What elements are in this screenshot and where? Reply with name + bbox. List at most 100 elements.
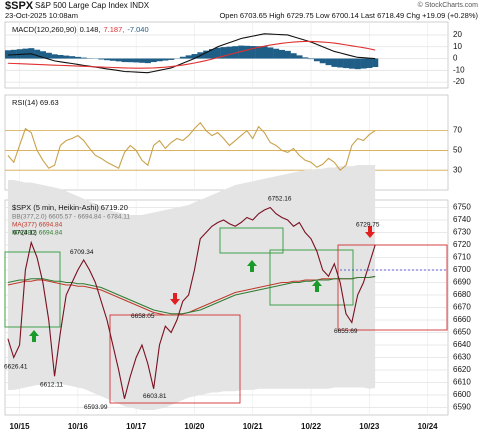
histogram-bar (313, 58, 320, 62)
price-annotation: 6593.99 (84, 404, 108, 411)
series-line (7, 40, 376, 69)
y-tick-label: 6700 (453, 265, 471, 274)
histogram-bar (255, 46, 262, 59)
datetime: 23-Oct-2025 10:08am (5, 11, 78, 20)
histogram-bar (203, 50, 210, 59)
quote: Open 6703.65 High 6729.75 Low 6700.14 La… (219, 11, 478, 20)
histogram-bar (5, 50, 12, 59)
histogram-bar (133, 58, 140, 63)
histogram-bar (214, 47, 221, 59)
price-annotation: 6626.41 (4, 364, 28, 371)
credit: © StockCharts.com (418, 1, 479, 9)
histogram-bar (249, 46, 256, 59)
histogram-bar (261, 46, 268, 59)
histogram-bar (168, 58, 175, 60)
x-tick-label: 10/23 (359, 422, 380, 431)
legend-entry: BB(377,2.0) 6605.57 - 6694.84 - 6784.11 (12, 214, 130, 221)
histogram-bar (191, 54, 198, 59)
histogram-bar (319, 58, 326, 64)
y-tick-label: 6670 (453, 303, 471, 312)
legend-entry: 7.187, (103, 25, 124, 34)
histogram-bar (220, 47, 227, 59)
histogram-bar (69, 56, 76, 59)
histogram-bar (109, 58, 116, 61)
histogram-bar (39, 51, 47, 59)
histogram-bar (348, 58, 355, 69)
panel-title: RSI(14) 69.63 (12, 98, 59, 107)
down-arrow (170, 293, 180, 305)
histogram-bar (343, 58, 350, 69)
y-tick-label: 6650 (453, 328, 471, 337)
series-line (7, 33, 376, 74)
histogram-bar (372, 58, 379, 68)
x-tick-label: 10/24 (418, 422, 439, 431)
legend-entry: MA(390) 6694.84 (12, 230, 63, 237)
histogram-bar (284, 50, 291, 59)
y-tick-label: 6720 (453, 240, 471, 249)
price-annotation: 6655.69 (334, 328, 358, 335)
symbol: $SPX (5, 0, 34, 12)
y-tick-label: -20 (453, 77, 465, 86)
y-tick-label: 6630 (453, 353, 471, 362)
histogram-bar (337, 58, 344, 68)
legend-entry: MA(377) 6694.84 (12, 222, 63, 229)
histogram-bar (10, 49, 17, 59)
histogram-bar (144, 58, 151, 64)
bollinger-band (7, 164, 376, 410)
up-arrow (312, 280, 322, 292)
histogram-bar (104, 58, 111, 61)
series-line (7, 121, 376, 172)
histogram-bar (360, 58, 367, 69)
series-line (7, 275, 376, 315)
histogram-bar (243, 45, 251, 59)
legend-entry: 0.148, (80, 25, 101, 34)
histogram-bar (354, 58, 361, 70)
annotation-shapes (4, 226, 448, 404)
histogram-bar (232, 46, 239, 59)
y-tick-label: 6680 (453, 290, 471, 299)
histogram-bar (98, 58, 105, 60)
histogram-bar (162, 58, 169, 61)
histogram-bar (57, 55, 64, 59)
histogram-bar (273, 48, 280, 59)
y-tick-label: 6590 (453, 403, 471, 412)
histogram-bar (278, 49, 285, 59)
x-tick-label: 10/16 (68, 422, 89, 431)
green-box (219, 227, 284, 254)
histogram-bar (179, 56, 186, 59)
histogram-bar (185, 55, 192, 59)
panel-title: $SPX (5 min, Heikin-Ashi) 6719.20 (12, 203, 128, 212)
histogram-bar (139, 58, 146, 63)
histogram-bar (226, 46, 233, 59)
price-annotation: 6612.11 (40, 382, 63, 389)
up-arrow (247, 260, 257, 272)
y-tick-label: 6710 (453, 253, 471, 262)
symbol-name: S&P 500 Large Cap Index INDX (35, 1, 150, 10)
y-tick-label: 6620 (453, 365, 471, 374)
green-box (4, 251, 61, 328)
red-box (337, 244, 448, 331)
histogram-bar (51, 54, 58, 59)
x-tick-label: 10/17 (126, 422, 147, 431)
histogram-bar (121, 58, 128, 63)
y-tick-label: 6690 (453, 278, 471, 287)
y-tick-label: 6600 (453, 390, 471, 399)
x-tick-label: 10/15 (10, 422, 31, 431)
series-line (7, 206, 376, 399)
price-annotation: 6724.12 (13, 230, 37, 237)
x-tick-label: 10/20 (184, 422, 205, 431)
y-tick-label: 10 (453, 42, 462, 51)
histogram-bar (150, 58, 157, 63)
x-tick-label: 10/21 (243, 422, 264, 431)
y-tick-label: 6750 (453, 203, 471, 212)
histogram-bar (302, 57, 309, 59)
price-annotation: 6752.16 (268, 196, 292, 203)
y-tick-label: 50 (453, 146, 462, 155)
legend-entry: -7.040 (127, 25, 148, 34)
histogram-bar (45, 52, 52, 59)
y-tick-label: 6740 (453, 215, 471, 224)
histogram-bar (238, 45, 245, 59)
histogram-bar (74, 56, 81, 59)
histogram-bar (366, 58, 373, 68)
